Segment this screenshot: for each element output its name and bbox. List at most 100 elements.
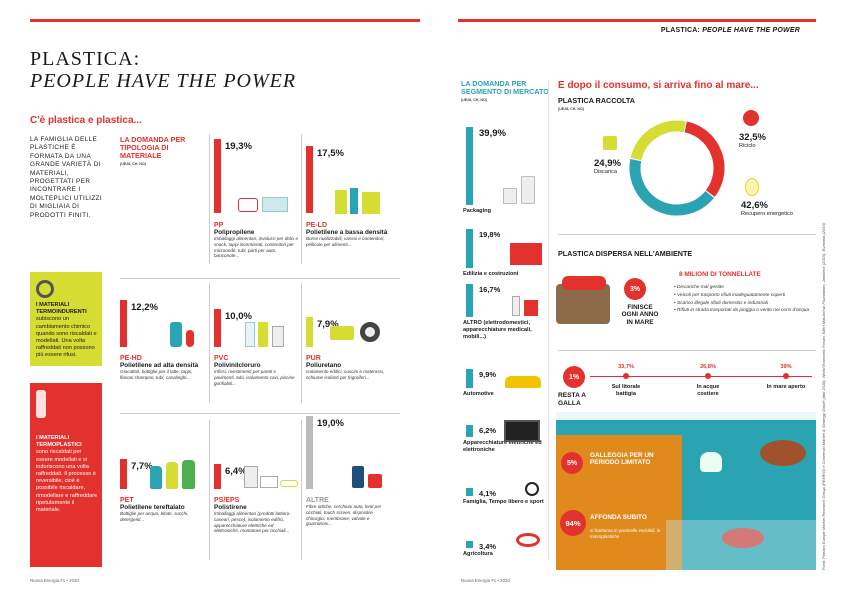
roll-icon bbox=[272, 326, 284, 347]
sponge-icon bbox=[330, 326, 354, 340]
divider bbox=[209, 283, 210, 403]
material-desc: Infissi, rivestimenti per pareti e pavim… bbox=[214, 369, 295, 386]
stage-label: Sul litorale battigia bbox=[611, 384, 641, 397]
sector-pct: 4,1% bbox=[479, 488, 497, 498]
material-info: ALTRE Fibre ottiche, cerchioni auto, lent… bbox=[306, 497, 390, 527]
thermoset-text: I MATERIALI TERMOINDURENTI subiscono un c… bbox=[36, 302, 97, 359]
material-name: Polietilene ad alta densità bbox=[120, 362, 199, 369]
left-subtitle: C'è plastica e plastica... bbox=[30, 115, 142, 126]
material-info: PUR Poliuretano Isolamento edifici, cuscin… bbox=[306, 355, 390, 381]
page-title: PLASTICA: PEOPLE HAVE THE POWER bbox=[30, 48, 297, 92]
material-name: Polietilene a bassa densità bbox=[306, 229, 388, 236]
material-pct: 10,0% bbox=[225, 310, 252, 322]
sink-label: AFFONDA SUBITO bbox=[590, 514, 647, 521]
bottle-icon bbox=[36, 390, 46, 418]
sector-bar bbox=[466, 487, 473, 496]
bag-icon bbox=[335, 190, 347, 214]
sector-pct: 3,4% bbox=[479, 542, 497, 552]
sector-label: Automotive bbox=[463, 391, 494, 397]
packaging-icon bbox=[521, 176, 535, 204]
divider bbox=[209, 134, 210, 264]
stage-dot bbox=[623, 373, 629, 379]
sector-bar bbox=[466, 424, 473, 437]
limited-pct: 5% bbox=[561, 452, 583, 474]
float-pct: 1% bbox=[563, 366, 585, 388]
detergent-icon bbox=[170, 322, 182, 347]
material-pct: 7,7% bbox=[131, 461, 153, 473]
material-bar bbox=[214, 308, 221, 347]
sector-pct: 6,2% bbox=[479, 425, 497, 435]
material-bar bbox=[306, 316, 313, 347]
material-info: PP Polipropilene Imballaggi alimentari, in… bbox=[214, 222, 298, 259]
coil-icon bbox=[36, 280, 54, 298]
dispersed-heading: PLASTICA DISPERSA NELL'AMBIENTE bbox=[558, 249, 693, 258]
source-note: Fonti: Plastics Europe Market Research G… bbox=[821, 222, 826, 570]
sector-label: Packaging bbox=[463, 208, 491, 214]
material-pct: 19,0% bbox=[317, 418, 344, 430]
stage-dot bbox=[705, 373, 711, 379]
ball-icon bbox=[525, 482, 539, 496]
food-tray-icon bbox=[238, 198, 258, 212]
material-code: ALTRE bbox=[306, 497, 329, 504]
hose-icon bbox=[516, 533, 540, 547]
footer-left: Nuova Energia #1 • 2020 bbox=[30, 578, 79, 583]
stage-pct: 39% bbox=[780, 364, 792, 370]
material-name: Polietilene tereftalato bbox=[120, 504, 185, 511]
sink-pct: 94% bbox=[560, 510, 586, 536]
divider bbox=[301, 283, 302, 403]
seabed-litter bbox=[666, 520, 816, 570]
material-desc: Isolamento edifici, cuscini e materassi,… bbox=[306, 369, 385, 380]
float-label: RESTA A GALLA bbox=[558, 392, 586, 407]
stage-pct: 33,7% bbox=[618, 364, 634, 370]
limited-label: GALLEGGIA PER UN PERIODO LIMITATO bbox=[590, 452, 654, 467]
divider bbox=[209, 420, 210, 560]
material-desc: Bottiglie per acqua, bibite, succhi, det… bbox=[120, 511, 189, 522]
cause-item: • Veicoli per trasporto rifiuti inadegua… bbox=[674, 292, 786, 298]
garbage-pile-icon bbox=[556, 284, 610, 324]
device-icon bbox=[368, 474, 382, 488]
bulb-icon bbox=[745, 178, 759, 196]
donut-slice bbox=[629, 159, 714, 216]
material-pct: 19,3% bbox=[225, 141, 252, 152]
sector-demand-heading: LA DOMANDA PER SEGMENTO DI MERCATO (UE28… bbox=[461, 79, 549, 103]
top-rule-right bbox=[458, 19, 816, 22]
sector-pct: 16,7% bbox=[479, 285, 501, 295]
car-icon bbox=[505, 376, 541, 388]
material-desc: Imballaggi alimentari, involucri per dol… bbox=[214, 236, 299, 259]
cause-item: • Scarico illegale rifiuti domestici e i… bbox=[674, 300, 768, 306]
chair-icon bbox=[524, 300, 538, 316]
phone-icon bbox=[352, 466, 364, 488]
material-info: PE-HD Polietilene ad alta densità Giocatto… bbox=[120, 355, 204, 381]
sector-bar bbox=[466, 284, 473, 317]
material-pct: 12,2% bbox=[131, 302, 158, 314]
material-bar bbox=[120, 300, 127, 347]
footer-right: Nuova Energia #1 • 2020 bbox=[461, 578, 510, 583]
section-label: PLASTICA: PEOPLE HAVE THE POWER bbox=[660, 27, 800, 34]
stage-pct: 26,8% bbox=[700, 364, 716, 370]
sector-bar bbox=[466, 368, 473, 388]
sector-label: Agricoltura bbox=[463, 551, 493, 557]
energy-label: 42,6% Recupero energetico bbox=[741, 200, 793, 217]
landfill-icon bbox=[603, 136, 617, 150]
sector-label: ALTRO (elettrodomestici, apparecchiature… bbox=[463, 320, 532, 340]
material-name: Polivinilcloruro bbox=[214, 362, 261, 369]
bottle-icon bbox=[186, 330, 194, 347]
material-name: Poliuretano bbox=[306, 362, 342, 369]
divider bbox=[120, 413, 400, 414]
glasses-icon bbox=[280, 480, 298, 487]
sink-sub: si frantuma in particelle invisibili, le… bbox=[590, 528, 661, 539]
material-code: PVC bbox=[214, 355, 229, 362]
divider bbox=[558, 350, 816, 351]
material-info: PVC Polivinilcloruro Infissi, rivestimenti… bbox=[214, 355, 298, 386]
stage-label: In acque costiere bbox=[696, 384, 720, 397]
sector-bar bbox=[466, 127, 473, 205]
stage-dot bbox=[783, 373, 789, 379]
appliance-icon bbox=[512, 296, 520, 316]
thermoset-box: I MATERIALI TERMOINDURENTI subiscono un c… bbox=[30, 272, 102, 366]
pipe-icon bbox=[258, 322, 268, 347]
material-bar bbox=[120, 459, 127, 489]
cause-item: • Rifiuti in strada trasportati da piogg… bbox=[674, 308, 810, 314]
material-bar bbox=[214, 464, 221, 489]
bag-icon bbox=[350, 188, 358, 214]
column-divider bbox=[548, 80, 549, 560]
